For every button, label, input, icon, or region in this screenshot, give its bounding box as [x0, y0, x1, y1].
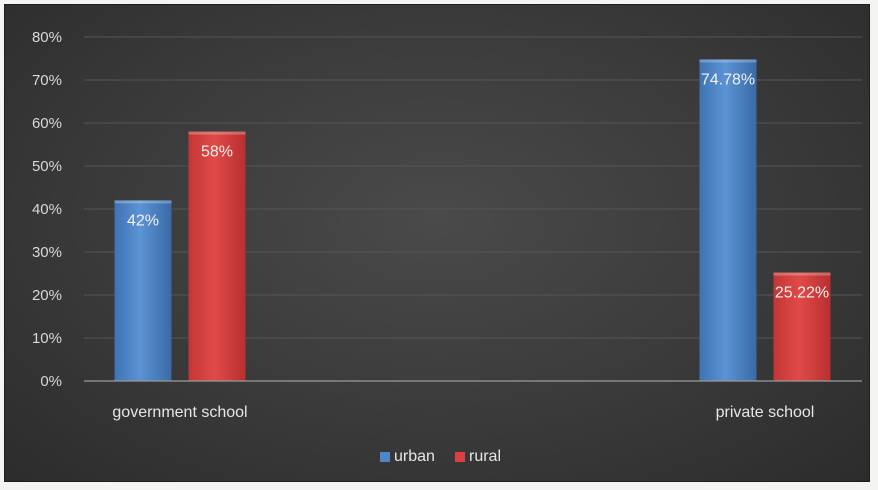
y-tick-label: 50% — [32, 158, 62, 175]
data-label: 25.22% — [775, 285, 829, 302]
legend-label-urban: urban — [394, 448, 435, 465]
bar-top-highlight — [699, 59, 757, 63]
y-tick-label: 70% — [32, 72, 62, 89]
data-label: 42% — [127, 212, 159, 229]
y-tick-label: 0% — [40, 373, 62, 390]
data-label: 58% — [201, 144, 233, 161]
bar-rural — [773, 272, 831, 381]
y-tick-label: 60% — [32, 115, 62, 132]
bar-top-highlight — [773, 272, 831, 276]
bar-urban — [114, 200, 172, 381]
legend-swatch-rural — [455, 452, 465, 462]
y-tick-label: 80% — [32, 29, 62, 46]
y-tick-label: 20% — [32, 287, 62, 304]
bar-top-highlight — [188, 131, 246, 135]
x-axis: government school private school — [84, 380, 862, 421]
legend: urban rural — [380, 448, 501, 465]
legend-swatch-urban — [380, 452, 390, 462]
bar-rural — [188, 131, 246, 381]
bars: 42% 58% 74.78% 25.22% — [114, 59, 831, 382]
y-tick-label: 10% — [32, 330, 62, 347]
y-tick-label: 40% — [32, 201, 62, 218]
category-label: private school — [716, 404, 815, 421]
category-label: government school — [112, 404, 247, 421]
y-tick-label: 30% — [32, 244, 62, 261]
bar-urban — [699, 59, 757, 382]
legend-label-rural: rural — [469, 448, 501, 465]
bar-top-highlight — [114, 200, 172, 204]
y-axis: 0% 10% 20% 30% 40% 50% 60% 70% 80% — [32, 29, 62, 390]
data-label: 74.78% — [701, 71, 755, 88]
